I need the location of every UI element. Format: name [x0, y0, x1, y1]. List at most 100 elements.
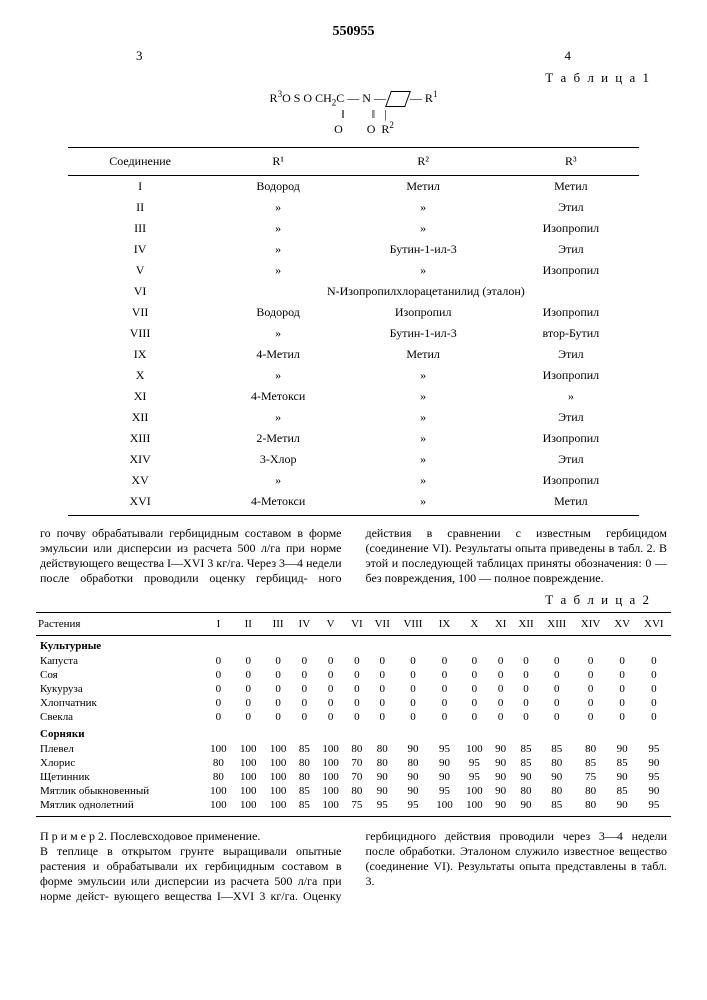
t1-cell: » — [344, 365, 503, 386]
t1-cell: » — [212, 260, 343, 281]
t2-cell: 0 — [540, 654, 573, 668]
t1-h3: R³ — [502, 147, 639, 175]
t1-compound: VII — [68, 302, 213, 323]
t2-cell: 0 — [204, 668, 234, 682]
t1-cell: 4-Метокси — [212, 386, 343, 407]
t1-h2: R² — [344, 147, 503, 175]
t2-cell: 0 — [263, 696, 293, 710]
t2-cell: 0 — [204, 710, 234, 724]
t2-cell: 100 — [316, 742, 346, 756]
t2-cell: 0 — [293, 654, 316, 668]
t2-cell: 100 — [204, 784, 234, 798]
t1-cell: Этил — [502, 239, 639, 260]
t2-cell: 0 — [512, 682, 540, 696]
t1-cell: » — [344, 491, 503, 516]
t2-cell: 90 — [489, 798, 512, 817]
t1-cell: » — [344, 449, 503, 470]
t2-cell: 90 — [512, 770, 540, 784]
t1-cell: » — [212, 470, 343, 491]
t2-cell: 80 — [293, 756, 316, 770]
t2-rowname: Мятлик обыкновенный — [36, 784, 204, 798]
t2-subhead: Культурные — [36, 635, 671, 654]
t2-cell: 100 — [233, 784, 263, 798]
t2-cell: 100 — [459, 784, 489, 798]
t1-compound: IX — [68, 344, 213, 365]
page-numbers: 3 4 — [36, 48, 671, 64]
t2-cell: 100 — [233, 770, 263, 784]
t2-cell: 0 — [512, 696, 540, 710]
t2-cell: 80 — [368, 756, 396, 770]
t2-cell: 0 — [233, 668, 263, 682]
t2-cell: 95 — [459, 756, 489, 770]
t1-cell: » — [212, 239, 343, 260]
t1-compound: X — [68, 365, 213, 386]
t2-rowname: Щетинник — [36, 770, 204, 784]
t2-cell: 95 — [368, 798, 396, 817]
t2-rowname: Свекла — [36, 710, 204, 724]
t2-cell: 0 — [396, 682, 429, 696]
t2-cell: 0 — [368, 668, 396, 682]
t2-head-col: XIII — [540, 612, 573, 635]
t2-cell: 80 — [368, 742, 396, 756]
t2-cell: 80 — [346, 742, 369, 756]
t1-cell: » — [344, 407, 503, 428]
chemical-formula: R3O S O CH2C — N —— R1 ‖ ‖ | O O R2 — [36, 90, 671, 137]
t2-cell: 90 — [430, 770, 460, 784]
t2-cell: 90 — [540, 770, 573, 784]
t2-cell: 0 — [233, 654, 263, 668]
t1-compound: XI — [68, 386, 213, 407]
t1-compound: III — [68, 218, 213, 239]
t2-cell: 0 — [512, 710, 540, 724]
t1-cell: Бутин-1-ил-3 — [344, 239, 503, 260]
page-right: 4 — [565, 48, 572, 64]
t1-cell: » — [344, 218, 503, 239]
t1-cell: » — [212, 365, 343, 386]
t2-cell: 85 — [608, 756, 637, 770]
t2-cell: 100 — [204, 798, 234, 817]
t2-head-col: VIII — [396, 612, 429, 635]
t2-cell: 0 — [540, 668, 573, 682]
t2-cell: 0 — [459, 654, 489, 668]
t2-cell: 0 — [489, 710, 512, 724]
t2-cell: 80 — [396, 756, 429, 770]
t2-cell: 0 — [263, 654, 293, 668]
t2-cell: 0 — [637, 696, 671, 710]
t1-cell: 4-Метил — [212, 344, 343, 365]
t2-cell: 85 — [573, 756, 607, 770]
t2-cell: 90 — [512, 798, 540, 817]
t1-cell: Бутин-1-ил-3 — [344, 323, 503, 344]
t2-cell: 0 — [368, 654, 396, 668]
t2-cell: 90 — [608, 742, 637, 756]
t1-cell: Изопропил — [502, 428, 639, 449]
t2-cell: 80 — [573, 742, 607, 756]
t2-head-col: XII — [512, 612, 540, 635]
t2-cell: 70 — [346, 770, 369, 784]
t2-head-col: XVI — [637, 612, 671, 635]
t1-compound: I — [68, 175, 213, 197]
t2-cell: 100 — [233, 798, 263, 817]
t2-cell: 95 — [459, 770, 489, 784]
t2-cell: 90 — [396, 770, 429, 784]
t1-cell: Метил — [502, 175, 639, 197]
t2-rowname: Хлопчатник — [36, 696, 204, 710]
t2-cell: 0 — [489, 682, 512, 696]
t2-cell: 0 — [540, 682, 573, 696]
t2-cell: 0 — [430, 682, 460, 696]
t2-rowname: Мятлик однолетний — [36, 798, 204, 817]
t2-head-col: IX — [430, 612, 460, 635]
doc-number: 550955 — [36, 24, 671, 40]
t2-cell: 90 — [489, 770, 512, 784]
t2-head-plants: Растения — [36, 612, 204, 635]
t2-cell: 75 — [346, 798, 369, 817]
t2-cell: 0 — [637, 682, 671, 696]
t2-cell: 90 — [396, 784, 429, 798]
t2-cell: 70 — [346, 756, 369, 770]
table2-label: Т а б л и ц а 2 — [36, 592, 651, 608]
t2-head-col: I — [204, 612, 234, 635]
t1-h0: Соединение — [68, 147, 213, 175]
t1-cell: Этил — [502, 407, 639, 428]
t2-cell: 90 — [637, 784, 671, 798]
t2-cell: 0 — [430, 668, 460, 682]
t1-cell: 2-Метил — [212, 428, 343, 449]
t2-cell: 0 — [368, 682, 396, 696]
